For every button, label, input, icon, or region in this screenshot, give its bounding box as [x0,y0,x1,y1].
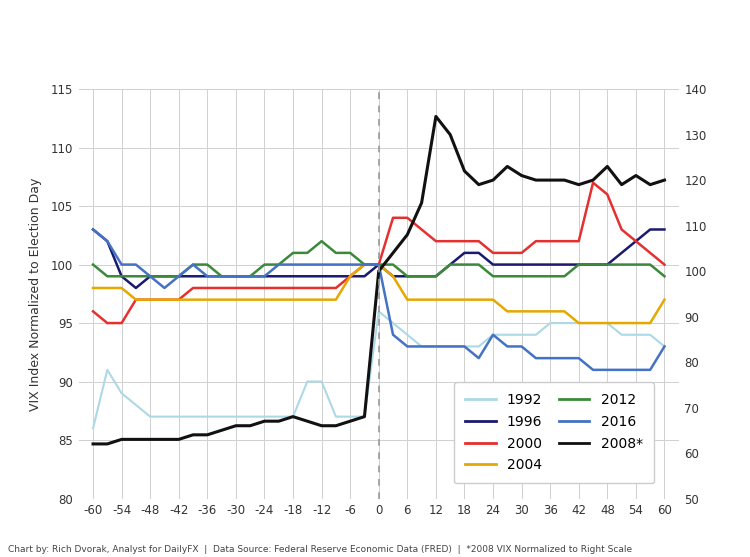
Legend: 1992, 1996, 2000, 2004, 2012, 2016, 2008*: 1992, 1996, 2000, 2004, 2012, 2016, 2008… [454,382,654,483]
Text: VIX & US Presidential Elections: VIX & US Presidential Elections [81,24,669,57]
Y-axis label: VIX Index Normalized to Election Day: VIX Index Normalized to Election Day [29,177,43,411]
Text: Chart by: Rich Dvorak, Analyst for DailyFX  |  Data Source: Federal Reserve Econ: Chart by: Rich Dvorak, Analyst for Daily… [8,545,632,554]
